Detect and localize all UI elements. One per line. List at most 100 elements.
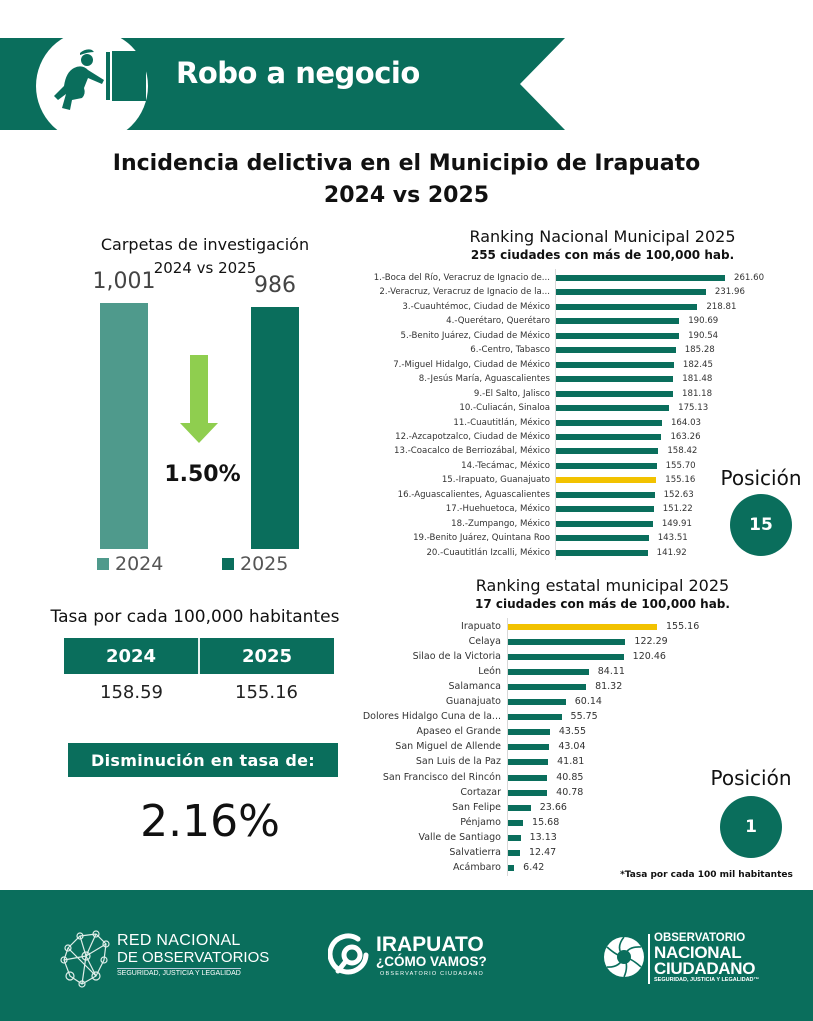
state-bar <box>508 834 521 841</box>
national-bar <box>556 390 674 397</box>
national-value-label: 185.28 <box>684 345 715 356</box>
national-value-label: 182.45 <box>682 359 713 370</box>
national-bar <box>556 318 680 325</box>
state-value-label: 40.78 <box>556 786 584 798</box>
national-position-label: Posición <box>720 466 802 490</box>
state-value-label: 6.42 <box>523 861 545 873</box>
state-category-label: Pénjamo <box>460 816 501 828</box>
national-value-label: 155.16 <box>665 475 696 486</box>
national-value-label: 158.42 <box>667 446 698 457</box>
state-category-label: León <box>478 666 501 678</box>
tasa-value-2024: 158.59 <box>100 682 163 703</box>
national-axis <box>555 269 556 560</box>
national-category-label: 6.-Centro, Tabasco <box>470 345 550 356</box>
state-category-label: Irapuato <box>461 621 501 632</box>
national-value-label: 190.69 <box>688 316 719 327</box>
legend-label-2025: 2025 <box>240 553 289 575</box>
state-bar <box>508 744 550 751</box>
state-ranking-subtitle: 17 ciudades con más de 100,000 hab. <box>475 597 730 611</box>
tasa-title: Tasa por cada 100,000 habitantes <box>50 607 340 627</box>
national-category-label: 3.-Cuauhtémoc, Ciudad de México <box>402 301 550 312</box>
national-bar <box>556 303 698 310</box>
national-bar <box>556 462 657 469</box>
carpetas-bar-2024 <box>100 303 148 549</box>
logo3-divider <box>648 934 650 984</box>
irapuato-circle-icon <box>328 933 369 975</box>
state-category-label: San Miguel de Allende <box>395 741 501 753</box>
state-value-label: 41.81 <box>557 756 585 768</box>
national-value-label: 218.81 <box>706 301 737 312</box>
disminucion-value: 2.16% <box>140 796 280 847</box>
logo3-line2: NACIONAL <box>654 943 742 962</box>
state-value-label: 155.16 <box>666 621 700 632</box>
disminucion-label: Disminución en tasa de: <box>68 743 338 777</box>
state-value-label: 120.46 <box>632 651 666 663</box>
national-value-label: 152.63 <box>663 489 694 500</box>
state-category-label: Apaseo el Grande <box>416 726 501 738</box>
state-value-label: 84.11 <box>597 666 625 678</box>
state-category-label: Acámbaro <box>453 861 501 873</box>
national-bar <box>556 506 654 513</box>
national-value-label: 261.60 <box>734 273 765 283</box>
legend-label-2024: 2024 <box>115 553 164 575</box>
carpetas-bar-2025 <box>251 306 299 549</box>
national-category-label: 9.-El Salto, Jalisco <box>473 388 550 399</box>
tasa-header-2025: 2025 <box>198 638 334 674</box>
national-category-label: 14.-Tecámac, México <box>461 460 550 471</box>
tasa-table: 2024 2025 158.59 155.16 <box>64 638 334 712</box>
national-position-badge: 15 <box>730 494 792 556</box>
state-position-label: Posición <box>710 766 792 790</box>
state-bar <box>508 759 549 766</box>
logo3-line1: OBSERVATORIO <box>654 932 746 944</box>
tasa-value-row: 158.59 155.16 <box>64 674 334 712</box>
national-value-label: 164.03 <box>670 417 702 428</box>
national-value-label: 181.18 <box>682 388 713 399</box>
logo2-line1: IRAPUATO <box>376 933 484 956</box>
footnote: *Tasa por cada 100 mil habitantes <box>620 870 793 880</box>
national-category-label: 20.-Cuautitlán Izcalli, México <box>426 547 550 558</box>
national-value-label: 163.26 <box>670 431 701 442</box>
national-category-label: 10.-Culiacán, Sinaloa <box>459 403 550 414</box>
state-bar <box>508 624 657 630</box>
state-value-label: 15.68 <box>532 816 560 828</box>
state-category-label: Salamanca <box>448 681 501 693</box>
logo1-line2: DE OBSERVATORIOS <box>117 949 270 966</box>
state-category-label: Valle de Santiago <box>418 831 501 843</box>
national-value-label: 141.92 <box>656 547 687 558</box>
carpetas-chart-title: Carpetas de investigación <box>100 235 310 254</box>
national-value-label: 149.91 <box>661 518 692 529</box>
state-value-label: 81.32 <box>595 681 623 693</box>
state-category-label: Salvatierra <box>449 846 501 858</box>
state-category-label: Celaya <box>468 636 501 648</box>
state-bar <box>508 684 587 691</box>
logo3-line3: CIUDADANO <box>654 959 756 978</box>
national-category-label: 12.-Azcapotzalco, Ciudad de México <box>395 431 550 442</box>
national-bar <box>556 361 674 368</box>
legend-item-2024: 2024 <box>97 553 163 575</box>
national-value-label: 190.54 <box>688 330 719 341</box>
header-title: Robo a negocio <box>176 56 420 90</box>
state-bar <box>508 774 548 781</box>
national-bar <box>556 535 649 542</box>
state-bar <box>508 804 531 811</box>
logo2-line3: OBSERVATORIO CIUDADANO <box>380 971 484 977</box>
state-position-badge: 1 <box>720 796 782 858</box>
national-bar <box>556 419 662 426</box>
national-bar <box>556 491 655 498</box>
logo1-line1: RED NACIONAL <box>117 932 241 949</box>
state-bar <box>508 654 624 661</box>
state-bar <box>508 669 589 676</box>
state-category-label: San Felipe <box>452 801 501 813</box>
state-category-label: Cortazar <box>460 786 501 798</box>
national-bar <box>556 520 653 527</box>
state-value-label: 12.47 <box>528 846 557 858</box>
tasa-header-row: 2024 2025 <box>64 638 334 674</box>
down-arrow-icon <box>180 355 218 443</box>
national-category-label: 19.-Benito Juárez, Quintana Roo <box>413 533 550 544</box>
state-category-label: San Francisco del Rincón <box>382 771 501 783</box>
national-bar <box>556 549 648 556</box>
national-category-label: 16.-Aguascalientes, Aguascalientes <box>397 489 550 500</box>
page-title-line1: Incidencia delictiva en el Municipio de … <box>112 151 701 176</box>
national-category-label: 5.-Benito Juárez, Ciudad de México <box>400 330 550 341</box>
footer: RED NACIONAL DE OBSERVATORIOS SEGURIDAD,… <box>0 890 813 1021</box>
